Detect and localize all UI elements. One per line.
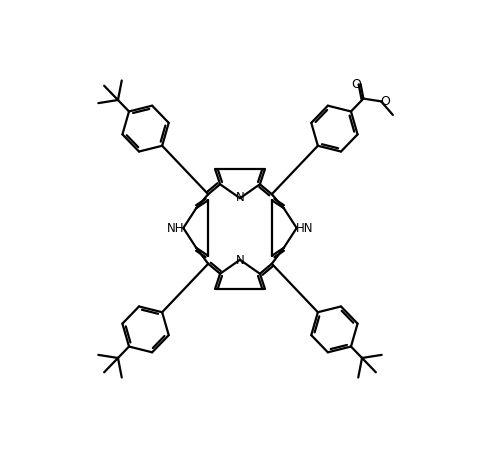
Text: O: O	[380, 95, 390, 108]
Text: O: O	[352, 78, 361, 91]
Text: NH: NH	[167, 222, 184, 234]
Text: HN: HN	[296, 222, 313, 234]
Text: N: N	[236, 254, 244, 267]
Text: N: N	[236, 191, 244, 204]
